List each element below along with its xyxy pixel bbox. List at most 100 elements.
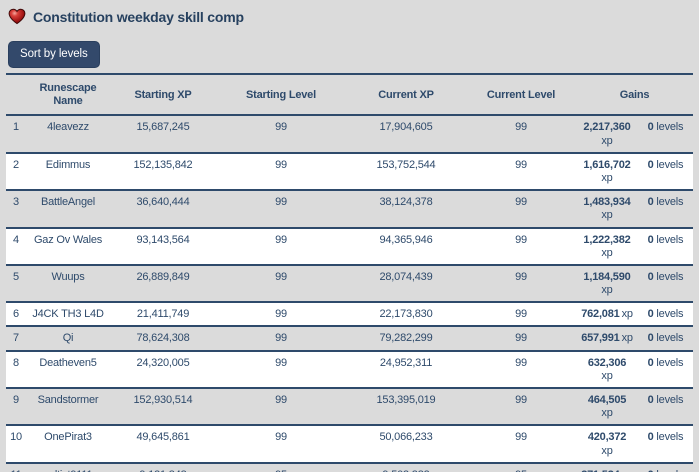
current-level-cell: 99 (515, 394, 527, 406)
rank-cell: 10 (10, 431, 22, 444)
player-name-cell: Deatheven5 (39, 356, 97, 369)
table-row: 10 OnePirat3 49,645,861 99 50,066,233 99… (6, 425, 694, 463)
col-header-name: Runescape Name (39, 82, 97, 108)
player-name-cell: BattleAngel (40, 196, 96, 209)
gains-xp-unit: xp (601, 444, 613, 457)
page-title: Constitution weekday skill comp (33, 8, 244, 25)
current-xp-cell: 28,074,439 (379, 270, 433, 283)
gains-xp-value: 1,483,934 (583, 196, 631, 209)
current-xp-cell: 153,395,019 (376, 394, 436, 406)
gains-xp-cell: 420,372 xp (576, 425, 638, 462)
gains-xp-cell: 371,534xp (576, 463, 638, 472)
gains-levels-unit: levels (656, 308, 684, 321)
gains-levels-unit: levels (656, 332, 684, 345)
gains-xp-value: 1,222,382 (583, 233, 631, 246)
gains-xp-value: 371,534 (581, 469, 620, 472)
starting-level-cell: 99 (275, 233, 287, 246)
rank-cell: 4 (13, 233, 19, 246)
table-row: 3 BattleAngel 36,640,444 99 38,124,378 9… (6, 190, 694, 228)
current-level-cell: 99 (515, 308, 527, 321)
rank-cell: 3 (13, 196, 19, 209)
table-row: 2 Edimmus 152,135,842 99 153,752,544 99 … (6, 152, 694, 191)
player-name-cell: Gaz Ov Wales (33, 233, 103, 246)
gains-levels-cell: 0 levels (638, 463, 693, 472)
rank-cell: 8 (13, 356, 19, 369)
gains-levels-value: 0 (647, 394, 654, 406)
gains-levels-unit: levels (656, 270, 684, 283)
current-xp-cell: 153,752,544 (376, 158, 436, 171)
rank-cell: 6 (13, 308, 19, 321)
col-header-starting-level: Starting Level (246, 88, 316, 101)
gains-levels-value: 0 (647, 270, 654, 283)
constitution-heart-icon (8, 8, 26, 25)
gains-levels-unit: levels (656, 394, 684, 406)
gains-levels-unit: levels (656, 196, 684, 209)
starting-level-cell: 99 (275, 394, 287, 406)
starting-level-cell: 99 (275, 308, 287, 321)
gains-xp-value: 762,081 (581, 308, 620, 321)
gains-xp-unit: xp (621, 332, 633, 345)
table-row: 8 Deatheven5 24,320,005 99 24,952,311 99… (6, 350, 694, 388)
gains-levels-cell: 0 levels (638, 302, 693, 326)
gains-levels-cell: 0 levels (638, 388, 693, 425)
gains-levels-cell: 0 levels (638, 326, 693, 350)
page-header: Constitution weekday skill comp (0, 0, 699, 25)
gains-levels-value: 0 (647, 308, 654, 321)
gains-xp-unit: xp (622, 469, 633, 472)
gains-levels-unit: levels (656, 121, 684, 134)
gains-levels-cell: 0 levels (638, 425, 693, 462)
gains-levels-cell: 0 levels (638, 265, 693, 302)
current-level-cell: 99 (515, 270, 527, 283)
player-name-cell: Qi (62, 332, 74, 345)
gains-xp-cell: 464,505 xp (576, 388, 638, 425)
starting-level-cell: 99 (275, 332, 287, 345)
starting-xp-cell: 78,624,308 (136, 332, 190, 345)
gains-levels-cell: 0 levels (638, 351, 693, 388)
starting-level-cell: 99 (275, 158, 287, 171)
table-header-row: Runescape Name Starting XP Starting Leve… (6, 74, 694, 116)
current-xp-cell: 22,173,830 (379, 308, 433, 321)
gains-xp-cell: 1,616,702 xp (576, 153, 638, 190)
table-row: 11 cultist9111 9,131,848 95 9,503,382 95… (6, 463, 693, 472)
leaderboard-body: 1 4leavezz 15,687,245 99 17,904,605 99 2… (6, 115, 694, 472)
current-xp-cell: 79,282,299 (379, 332, 433, 345)
rank-cell: 11 (6, 463, 26, 472)
gains-levels-value: 0 (647, 158, 654, 171)
current-xp-cell: 94,365,946 (379, 233, 433, 246)
gains-xp-cell: 1,222,382 xp (576, 228, 638, 265)
gains-xp-value: 657,991 (581, 332, 620, 345)
table-row: 1 4leavezz 15,687,245 99 17,904,605 99 2… (6, 115, 694, 153)
gains-xp-cell: 1,483,934 xp (576, 190, 638, 227)
starting-xp-cell: 9,131,848 (110, 463, 216, 472)
current-xp-cell: 17,904,605 (379, 121, 433, 134)
gains-xp-cell: 2,217,360 xp (576, 115, 638, 152)
table-row: 7 Qi 78,624,308 99 79,282,299 99 657,991… (6, 326, 694, 351)
gains-xp-cell: 762,081 xp (576, 302, 638, 326)
col-header-current-level: Current Level (486, 88, 556, 101)
starting-xp-cell: 93,143,564 (136, 233, 190, 246)
sort-by-levels-button[interactable]: Sort by levels (8, 41, 100, 68)
gains-xp-unit: xp (601, 171, 613, 184)
gains-levels-cell: 0 levels (638, 115, 693, 152)
starting-xp-cell: 26,889,849 (136, 270, 190, 283)
gains-xp-cell: 1,184,590 xp (576, 265, 638, 302)
gains-levels-value: 0 (647, 196, 654, 209)
col-header-starting-xp: Starting XP (134, 88, 192, 101)
gains-xp-value: 632,306 (587, 356, 627, 369)
gains-levels-unit: levels (656, 356, 684, 369)
starting-xp-cell: 152,135,842 (133, 158, 193, 171)
player-name-cell: Wuups (51, 270, 85, 283)
leaderboard-table: Runescape Name Starting XP Starting Leve… (6, 73, 694, 472)
gains-xp-unit: xp (601, 246, 613, 259)
current-level-cell: 99 (515, 121, 527, 134)
starting-xp-cell: 21,411,749 (136, 308, 190, 321)
player-name-cell: 4leavezz (47, 121, 89, 134)
gains-levels-value: 0 (647, 233, 654, 246)
toolbar: Sort by levels (0, 25, 699, 68)
rank-cell: 1 (13, 121, 19, 134)
gains-xp-value: 464,505 (587, 394, 627, 406)
table-row: 5 Wuups 26,889,849 99 28,074,439 99 1,18… (6, 265, 694, 303)
current-xp-cell: 50,066,233 (379, 431, 433, 444)
starting-xp-cell: 152,930,514 (133, 394, 193, 406)
gains-xp-unit: xp (621, 308, 633, 321)
